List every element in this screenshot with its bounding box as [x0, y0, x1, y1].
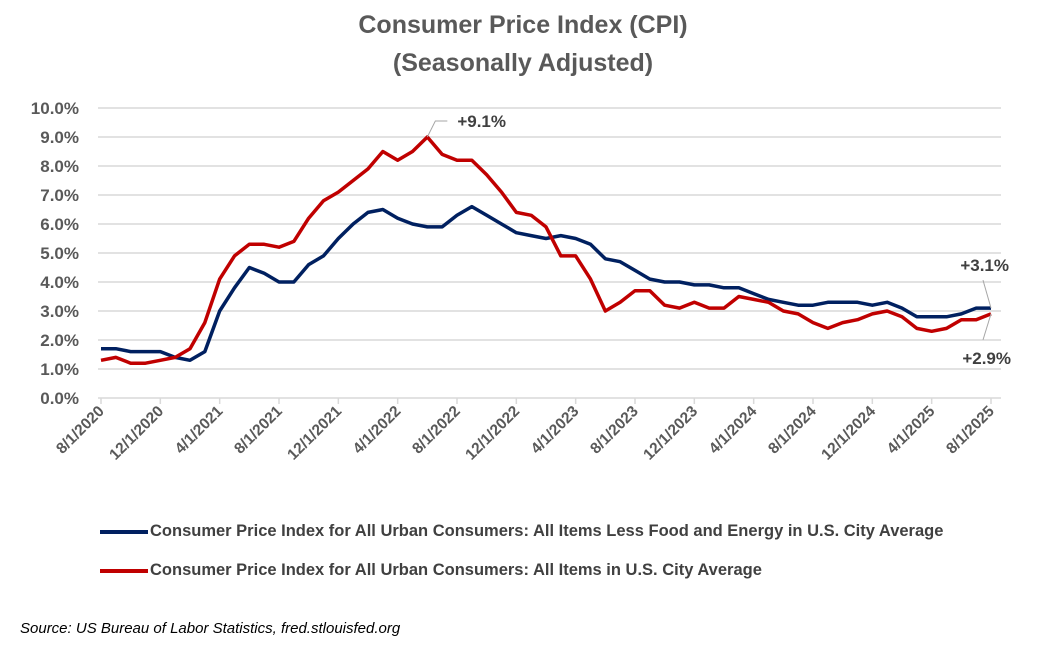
annotation-leader: [426, 120, 448, 138]
y-tick-label: 6.0%: [40, 215, 79, 234]
annotation-headline-label: +2.9%: [962, 349, 1011, 368]
line-chart: 0.0% 1.0% 2.0% 3.0% 4.0% 5.0% 6.0% 7.0% 8.0% 9.0%…: [31, 99, 1011, 464]
y-tick-label: 3.0%: [40, 302, 79, 321]
x-tick-label: 12/1/2020: [106, 403, 167, 464]
y-tick-label: 8.0%: [40, 157, 79, 176]
x-tick-label: 4/1/2021: [172, 403, 227, 458]
y-tick-label: 5.0%: [40, 244, 79, 263]
x-tick-label: 12/1/2023: [640, 403, 701, 464]
x-tick-label: 4/1/2023: [528, 403, 583, 458]
annotation-leader: [982, 313, 992, 341]
series-line-headline-cpi: [100, 135, 992, 365]
x-tick-label: 12/1/2024: [818, 403, 879, 464]
x-tick-label: 12/1/2022: [462, 403, 523, 464]
x-tick-label: 8/1/2024: [765, 403, 820, 458]
y-tick-label: 4.0%: [40, 273, 79, 292]
legend-item-core-cpi: Consumer Price Index for All Urban Consu…: [100, 522, 943, 541]
legend-label-core: Consumer Price Index for All Urban Consu…: [150, 522, 944, 540]
x-tick-label: 4/1/2025: [884, 403, 939, 458]
y-tick-label: 2.0%: [40, 331, 79, 350]
x-tick-label: 12/1/2021: [284, 403, 345, 464]
source-note: Source: US Bureau of Labor Statistics, f…: [20, 620, 401, 637]
y-tick-label: 10.0%: [31, 99, 79, 118]
y-tick-label: 7.0%: [40, 186, 79, 205]
legend-item-headline-cpi: Consumer Price Index for All Urban Consu…: [100, 561, 762, 580]
x-tick-label: 8/1/2025: [943, 403, 998, 458]
x-tick-label: 4/1/2022: [350, 403, 405, 458]
chart-subtitle: (Seasonally Adjusted): [392, 49, 654, 77]
chart-title: Consumer Price Index (CPI) (Seasonally A…: [0, 6, 1046, 82]
annotation-leader: [982, 279, 992, 309]
y-tick-label: 1.0%: [40, 360, 79, 379]
annotation-core-label: +3.1%: [960, 256, 1009, 275]
x-tick-label: 8/1/2023: [587, 403, 642, 458]
x-tick-label: 4/1/2024: [706, 403, 761, 458]
y-tick-label: 0.0%: [40, 389, 79, 408]
chart-title-line: Consumer Price Index (CPI): [358, 11, 688, 39]
y-tick-label: 9.0%: [40, 128, 79, 147]
annotation-peak-label: +9.1%: [457, 112, 506, 131]
x-tick-label: 8/1/2022: [409, 403, 464, 458]
legend-swatch-core: [100, 529, 148, 534]
x-tick-label: 8/1/2020: [53, 403, 108, 458]
legend-label-headline: Consumer Price Index for All Urban Consu…: [150, 561, 762, 579]
legend-swatch-headline: [100, 568, 148, 573]
x-tick-label: 8/1/2021: [231, 403, 286, 458]
